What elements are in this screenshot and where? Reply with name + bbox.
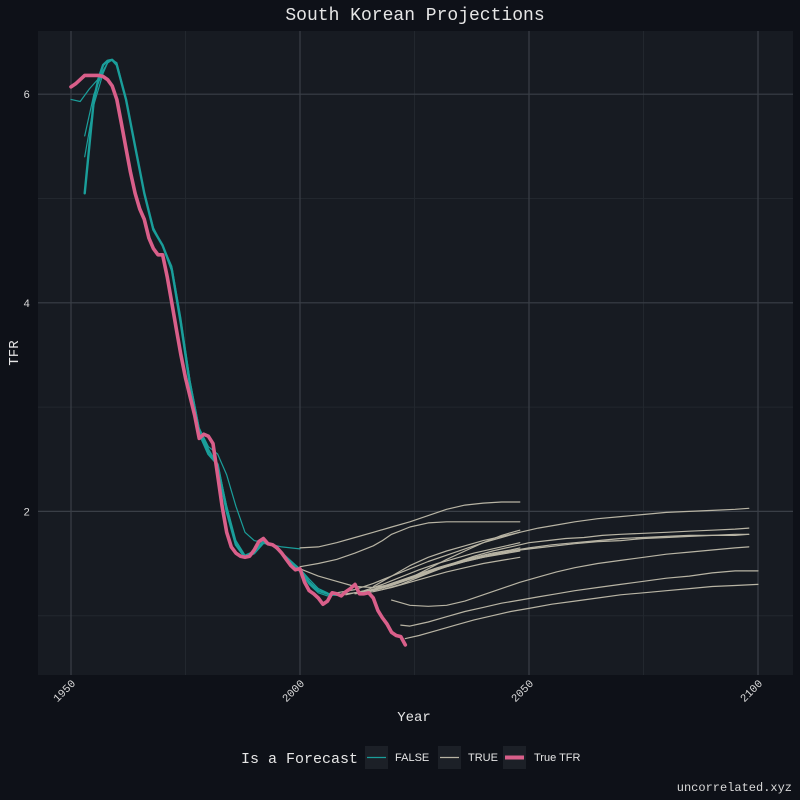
series-line-forecast-4: [336, 531, 521, 594]
series-line-historical-d: [84, 59, 301, 550]
series-line-forecast-11: [381, 527, 750, 591]
series-line-forecast-12: [372, 507, 750, 588]
legend-item-true: TRUE: [438, 746, 498, 769]
y-axis-label: TFR: [7, 340, 23, 366]
x-axis-label: Year: [397, 710, 431, 726]
legend-title: Is a Forecast: [241, 751, 358, 768]
series-line-forecast-15: [404, 583, 759, 640]
caption: uncorrelated.xyz: [677, 781, 792, 795]
series-line-forecast-14: [400, 570, 759, 627]
legend-label-true-tfr: True TFR: [534, 752, 581, 764]
y-tick-label: 2: [23, 507, 30, 519]
y-tick-label: 4: [23, 299, 30, 311]
legend-label-false: FALSE: [395, 752, 429, 764]
legend-item-true-tfr: True TFR: [503, 746, 581, 769]
series-line-forecast-5: [345, 542, 521, 596]
legend-label-true: TRUE: [468, 752, 498, 764]
legend-item-false: FALSE: [365, 746, 429, 769]
y-tick-label: 6: [23, 90, 30, 102]
series-line-forecast-13: [391, 546, 750, 607]
series-line-forecast-1: [299, 501, 521, 549]
y-axis-ticks: 2 4 6: [23, 90, 30, 519]
legend: Is a Forecast FALSE TRUE True TFR: [241, 746, 581, 769]
series-line-forecast-2: [299, 521, 521, 568]
plot-panel: [38, 31, 793, 675]
series-line-forecast-9: [363, 533, 750, 594]
series-line-true-tfr: [69, 73, 408, 647]
series-layer: [69, 58, 759, 647]
chart-title: South Korean Projections: [285, 6, 544, 26]
grid-lines: [38, 31, 793, 675]
